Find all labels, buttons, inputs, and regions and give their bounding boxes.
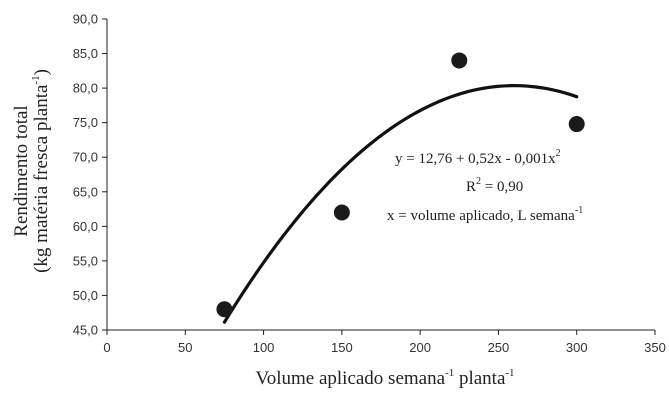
y-tick-label: 55,0: [73, 253, 98, 268]
x-tick-label: 100: [253, 340, 275, 355]
data-point: [568, 116, 585, 133]
y-tick-label: 45,0: [73, 323, 98, 338]
data-point: [451, 52, 468, 69]
data-point: [333, 204, 350, 221]
y-tick-label: 80,0: [73, 81, 98, 96]
fit-curve-line: [222, 84, 579, 324]
x-tick-label: 350: [644, 340, 666, 355]
y-tick-label: 65,0: [73, 184, 98, 199]
x-tick-label: 200: [409, 340, 431, 355]
x-tick-label: 300: [566, 340, 588, 355]
x-tick-label: 250: [488, 340, 510, 355]
y-axis-title-line1: Rendimento total: [11, 105, 32, 236]
annotation-x-definition: x = volume aplicado, L semana-1: [387, 205, 583, 224]
x-tick-label: 50: [178, 340, 192, 355]
y-tick-label: 50,0: [73, 288, 98, 303]
fit-curve-group: [222, 84, 579, 324]
y-tick-label: 60,0: [73, 219, 98, 234]
x-axis-title: Volume aplicado semana-1 planta-1: [255, 367, 514, 389]
y-tick-label: 70,0: [73, 150, 98, 165]
y-tick-label: 75,0: [73, 115, 98, 130]
axes: [106, 19, 655, 331]
x-tick-label: 150: [331, 340, 353, 355]
x-ticks: 0 50 100 150 200 250 300 350: [103, 330, 666, 355]
data-points: [216, 52, 585, 318]
y-axis-title-line2: (kg matéria fresca planta-1): [30, 69, 52, 273]
annotation-equation: y = 12,76 + 0,52x - 0,001x2: [395, 148, 561, 167]
x-tick-label: 0: [103, 340, 110, 355]
data-point: [216, 301, 233, 318]
y-tick-label: 90,0: [73, 12, 98, 27]
annotation-r2: R2 = 0,90: [466, 176, 523, 195]
y-ticks: 45,0 50,0 55,0 60,0 65,0 70,0 75,0 80,0 85,0 90,0: [73, 12, 107, 338]
y-tick-label: 85,0: [73, 46, 98, 61]
